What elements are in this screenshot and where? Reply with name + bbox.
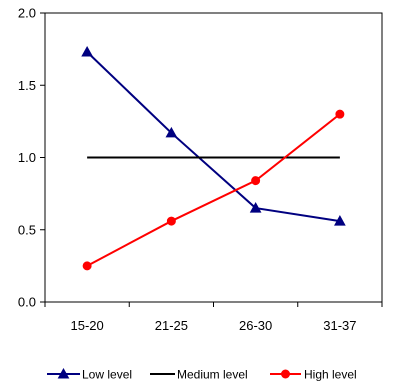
data-point (82, 261, 92, 271)
y-tick-label: 0.5 (18, 222, 36, 237)
legend-item: High level (270, 368, 357, 382)
legend-marker (57, 367, 70, 379)
data-point (249, 202, 262, 213)
y-tick-label: 0.0 (18, 295, 36, 310)
data-point (251, 176, 261, 186)
legend-item: Medium level (150, 368, 248, 382)
x-tick-label: 26-30 (239, 318, 272, 333)
series-low-level (81, 45, 346, 226)
legend-marker (281, 369, 290, 379)
series-line (86, 113, 341, 267)
x-axis: 15-20 21-25 26-30 31-37 (44, 302, 383, 333)
series-layer (81, 45, 346, 271)
data-point (165, 126, 178, 138)
legend: Low level Medium level High level (47, 368, 357, 382)
series-high-level (82, 109, 345, 271)
y-tick-label: 1.0 (18, 150, 36, 165)
data-point (334, 215, 346, 226)
legend-label: Medium level (177, 368, 248, 382)
y-tick-label: 2.0 (18, 6, 36, 21)
legend-label: High level (304, 368, 357, 382)
y-tick-label: 1.5 (18, 78, 36, 93)
x-tick-label: 15-20 (71, 318, 104, 333)
y-axis: 0.0 0.5 1.0 1.5 2.0 (18, 6, 45, 310)
legend-label: Low level (82, 368, 132, 382)
data-point (335, 109, 345, 119)
x-tick-label: 21-25 (155, 318, 188, 333)
x-tick-label: 31-37 (323, 318, 356, 333)
data-point (81, 45, 93, 57)
legend-item: Low level (47, 368, 132, 382)
series-line (86, 51, 341, 223)
data-point (166, 216, 176, 226)
